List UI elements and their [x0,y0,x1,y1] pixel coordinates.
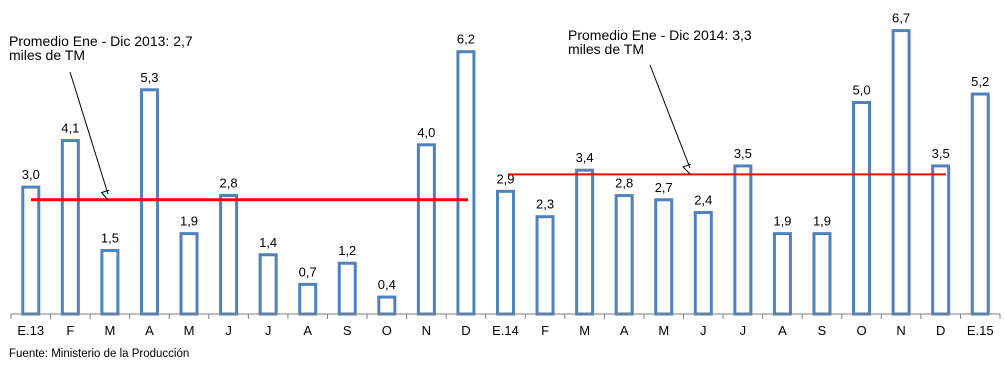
x-tick-label: D [936,323,945,338]
bar-value-label: 1,5 [101,231,119,246]
annotation-arrow-shaft [649,64,691,169]
bar [891,29,911,316]
x-tick-label: S [343,323,352,338]
bar [21,185,41,316]
bar-value-label: 3,5 [932,146,950,161]
bar-value-label: 1,9 [813,214,831,229]
bar-value-label: 3,5 [734,146,752,161]
bar [60,139,80,316]
x-tick-label: M [184,323,195,338]
bar [179,232,199,316]
bar-value-label: 0,4 [378,277,396,292]
bar [575,168,595,316]
bar-value-label: 2,8 [615,176,633,191]
annotation-arrowhead [100,189,110,201]
bar [970,92,990,316]
x-tick-label: N [422,323,431,338]
bar [535,215,555,316]
bar [772,232,792,316]
average-annotation-line2: miles de TM [568,41,644,57]
bar [733,164,753,316]
bar-value-label: 5,2 [971,74,989,89]
x-tick-label: E.13 [17,323,44,338]
bar [337,261,357,316]
x-tick-label: J [740,323,747,338]
bar-value-label: 6,7 [892,11,910,26]
average-annotation-line1: Promedio Ene - Dic 2013: 2,7 [9,33,193,49]
bar-value-label: 1,2 [338,243,356,258]
annotation-arrow-shaft [69,71,109,195]
x-tick-label: J [265,323,272,338]
bars-group: 3,04,11,55,31,92,81,40,71,20,44,06,22,92… [21,11,990,316]
bar [416,143,436,316]
bar [812,232,832,316]
source-note: Fuente: Ministerio de la Producción [9,348,190,360]
bar-value-label: 2,4 [694,192,712,207]
x-tick-label: N [896,323,905,338]
x-tick-label: F [541,323,549,338]
bar-value-label: 1,9 [180,214,198,229]
bar [496,189,515,316]
average-annotation-line2: miles de TM [9,47,85,63]
x-tick-label: M [658,323,669,338]
bar-value-label: 2,3 [536,197,554,212]
bar-value-label: 5,3 [140,70,158,85]
x-tick-label: M [104,323,115,338]
x-tick-label: M [579,323,590,338]
bar-value-label: 4,1 [61,121,79,136]
x-tick-label: D [461,323,470,338]
bar [693,210,713,316]
bar-value-label: 2,7 [655,180,673,195]
average-annotation-line1: Promedio Ene - Dic 2014: 3,3 [568,27,752,43]
bar [100,249,120,316]
bar [931,164,951,316]
bar-value-label: 1,4 [259,235,277,250]
bar [852,101,872,316]
x-ticks-group: E.13 F M A M J J A S O N D E.14 F M A M J J A S O N D E.15 [10,314,1001,338]
bar [456,50,476,316]
bar [139,88,159,316]
x-tick-label: J [700,323,707,338]
x-tick-label: F [66,323,74,338]
x-tick-label: A [620,323,629,338]
bar-value-label: 6,2 [457,32,475,47]
bar [219,194,239,316]
x-tick-label: S [818,323,827,338]
bar-value-label: 0,7 [299,264,317,279]
x-tick-label: E.15 [967,323,994,338]
bar-value-label: 3,0 [22,167,40,182]
x-tick-label: J [225,323,232,338]
x-tick-label: A [303,323,312,338]
bar-value-label: 3,4 [576,150,594,165]
bar-value-label: 2,8 [220,176,238,191]
bar-value-label: 5,0 [853,83,871,98]
bar [654,198,674,316]
bar [258,253,278,316]
bar-value-label: 1,9 [773,214,791,229]
x-tick-label: E.14 [492,323,519,338]
x-tick-label: A [145,323,154,338]
x-tick-label: O [856,323,866,338]
bar [298,282,318,316]
x-tick-label: A [778,323,787,338]
bar-value-label: 4,0 [417,125,435,140]
bar [377,295,397,316]
bar [614,194,634,316]
x-tick-label: O [382,323,392,338]
annotation-arrowhead [682,163,691,175]
